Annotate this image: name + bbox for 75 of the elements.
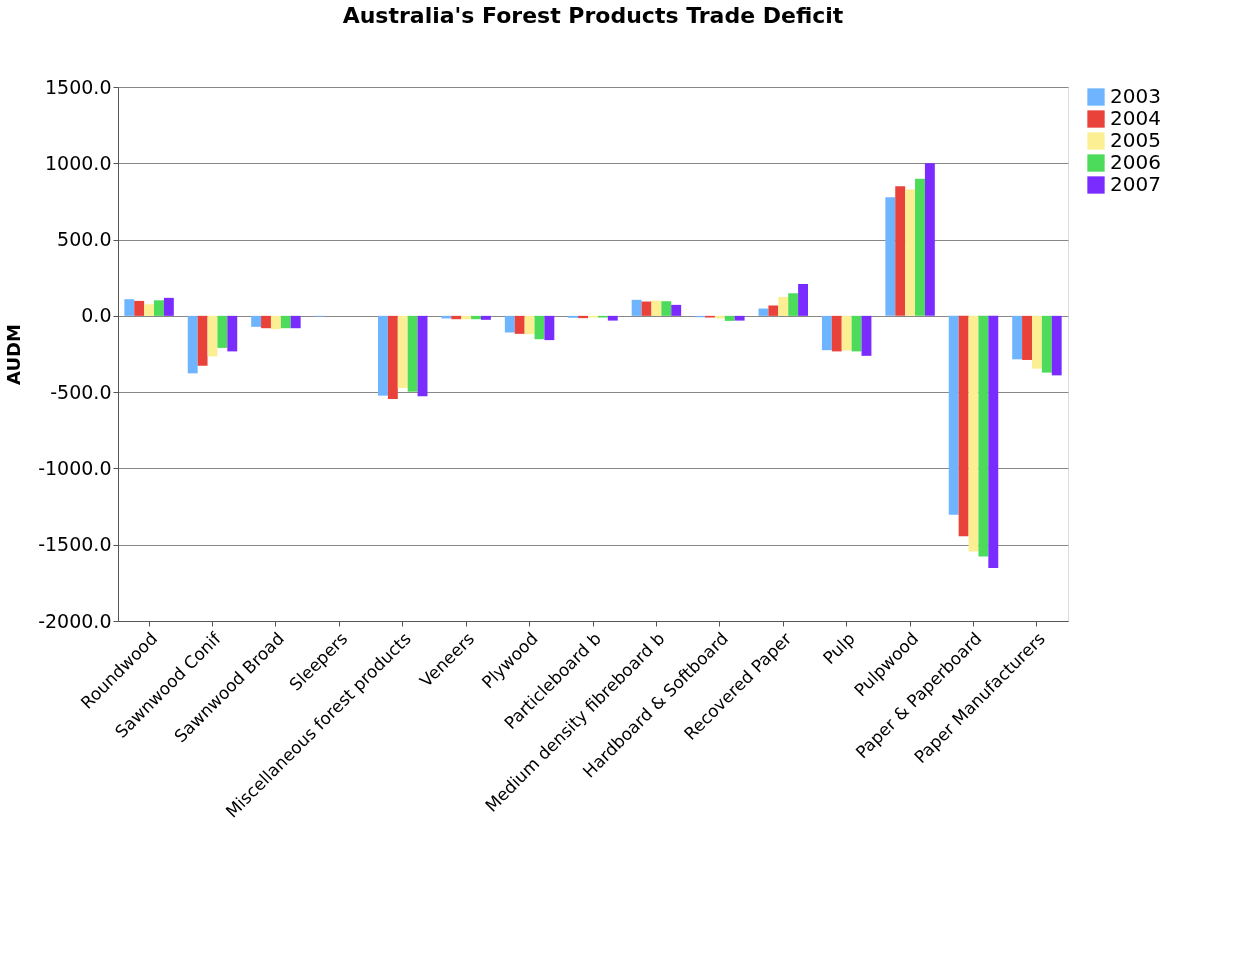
bar xyxy=(895,186,906,316)
bar xyxy=(798,283,808,316)
bar xyxy=(885,197,896,316)
bar xyxy=(831,315,842,352)
bar xyxy=(481,315,491,320)
y-axis-title: AUDM xyxy=(3,324,25,385)
bar xyxy=(958,315,969,537)
y-tick-label: -1500.0 xyxy=(38,533,112,556)
bar xyxy=(270,315,281,330)
bar xyxy=(988,315,999,569)
bar xyxy=(1051,315,1062,376)
bar xyxy=(407,315,418,392)
y-tick-label: -1000.0 xyxy=(38,456,112,479)
bar xyxy=(978,315,989,557)
bar xyxy=(905,189,916,316)
bar xyxy=(968,315,979,552)
bar xyxy=(280,315,291,329)
bar xyxy=(514,315,525,334)
bar xyxy=(163,297,174,316)
bar xyxy=(778,296,789,316)
bar xyxy=(607,315,618,321)
y-tick-label: -500.0 xyxy=(50,380,112,403)
bar xyxy=(1022,315,1032,360)
legend-label: 2003 xyxy=(1110,84,1161,108)
bar xyxy=(734,315,745,321)
bar xyxy=(217,315,228,348)
bar xyxy=(134,300,145,316)
bar xyxy=(387,315,398,400)
bar xyxy=(471,315,481,320)
bar xyxy=(227,315,238,352)
bar xyxy=(768,305,779,316)
y-tick-label: 0.0 xyxy=(81,304,112,327)
bar xyxy=(144,304,155,316)
y-tick-label: 1000.0 xyxy=(45,151,112,174)
bar xyxy=(261,315,271,329)
bar xyxy=(948,315,959,515)
bar xyxy=(197,315,208,366)
bar xyxy=(534,315,545,340)
bar xyxy=(724,315,735,321)
bar xyxy=(378,315,388,396)
bar xyxy=(631,299,642,316)
bar xyxy=(1031,315,1042,369)
bar xyxy=(207,315,218,357)
bar xyxy=(651,300,662,316)
bar xyxy=(461,315,472,320)
bar xyxy=(290,315,301,329)
bar xyxy=(451,315,462,320)
bar xyxy=(821,315,832,351)
bar xyxy=(1012,315,1023,360)
bar xyxy=(397,315,408,389)
bar xyxy=(661,301,672,316)
bar xyxy=(504,315,515,333)
bar xyxy=(154,300,164,316)
legend-label: 2006 xyxy=(1110,150,1161,174)
bar xyxy=(861,315,872,356)
bar xyxy=(1041,315,1052,373)
bar xyxy=(524,315,535,335)
bar xyxy=(924,163,935,316)
legend-label: 2007 xyxy=(1110,172,1161,196)
bar xyxy=(915,178,925,316)
y-tick-label: -2000.0 xyxy=(38,609,112,632)
chart-title: Australia's Forest Products Trade Deficit xyxy=(342,3,844,28)
bar xyxy=(841,315,852,351)
bar xyxy=(671,304,682,316)
legend-label: 2005 xyxy=(1110,128,1161,152)
bar xyxy=(187,315,198,374)
y-tick-label: 1500.0 xyxy=(45,75,112,98)
y-tick-label: 500.0 xyxy=(57,228,112,251)
bar xyxy=(544,315,555,341)
bar xyxy=(788,293,799,316)
legend-label: 2004 xyxy=(1110,106,1161,130)
bar xyxy=(124,299,135,316)
bar xyxy=(417,315,428,397)
bar xyxy=(851,315,862,352)
bar xyxy=(251,315,262,327)
